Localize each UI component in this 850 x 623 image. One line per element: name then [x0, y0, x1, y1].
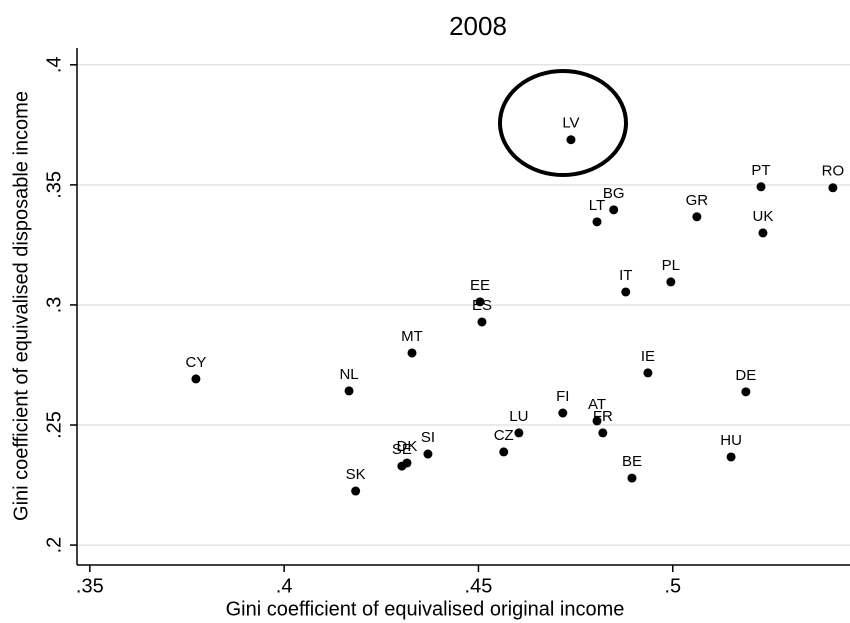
point-label: SI — [421, 429, 435, 446]
point — [191, 374, 201, 384]
chart-title: 2008 — [449, 11, 507, 41]
point-label: FI — [556, 388, 569, 405]
point-label: BE — [622, 453, 642, 470]
point-label: HU — [720, 432, 742, 449]
point-label: CY — [186, 354, 207, 371]
highlight-circle — [498, 69, 628, 177]
x-tick-label: .35 — [76, 575, 104, 597]
point — [351, 486, 361, 496]
point — [758, 228, 768, 238]
point — [741, 387, 751, 397]
x-tick-label: .4 — [276, 575, 293, 597]
point — [828, 183, 838, 193]
y-tick-label: .3 — [43, 297, 65, 314]
point — [592, 217, 602, 227]
point — [402, 458, 412, 468]
x-axis-label: Gini coefficient of equivalised original… — [226, 598, 625, 620]
y-tick-label: .35 — [43, 171, 65, 199]
point-label: ES — [472, 297, 492, 314]
y-tick-label: .2 — [43, 537, 65, 554]
point — [344, 386, 354, 396]
point-label: DE — [735, 367, 756, 384]
point — [566, 135, 576, 145]
point-label: MT — [401, 328, 423, 345]
point-label: FR — [593, 408, 613, 425]
point — [756, 182, 766, 192]
point — [423, 449, 433, 459]
point-label: SE — [392, 441, 412, 458]
point-label: NL — [339, 366, 358, 383]
point-label: EE — [470, 277, 490, 294]
x-tick-label: .5 — [664, 575, 681, 597]
point-label: BG — [603, 185, 625, 202]
point-label: PT — [751, 162, 770, 179]
point — [475, 297, 485, 307]
point — [621, 287, 631, 297]
point — [499, 447, 509, 457]
point-label: GR — [686, 192, 709, 209]
x-tick-label: .45 — [465, 575, 493, 597]
point-label: DK — [397, 438, 418, 455]
point-label: RO — [822, 163, 845, 180]
point — [627, 473, 637, 483]
point-label: SK — [346, 466, 366, 483]
point — [609, 205, 619, 215]
point-label: IT — [619, 267, 632, 284]
point-label: LV — [562, 115, 579, 132]
point — [477, 317, 487, 327]
y-axis-label: Gini coefficient of equivalised disposab… — [10, 91, 32, 521]
point-label: IE — [641, 348, 655, 365]
y-tick-label: .25 — [43, 411, 65, 439]
point — [666, 277, 676, 287]
point-label: CZ — [494, 427, 514, 444]
point — [407, 348, 417, 358]
point — [726, 452, 736, 462]
point-label: AT — [588, 396, 606, 413]
point — [692, 212, 702, 222]
point — [514, 428, 524, 438]
y-tick-label: .4 — [43, 56, 65, 73]
point — [643, 368, 653, 378]
point-label: LU — [509, 408, 528, 425]
point — [598, 428, 608, 438]
point — [558, 408, 568, 418]
point — [592, 416, 602, 426]
point-label: UK — [753, 208, 774, 225]
point-label: LT — [589, 197, 605, 214]
point-label: PL — [662, 257, 680, 274]
